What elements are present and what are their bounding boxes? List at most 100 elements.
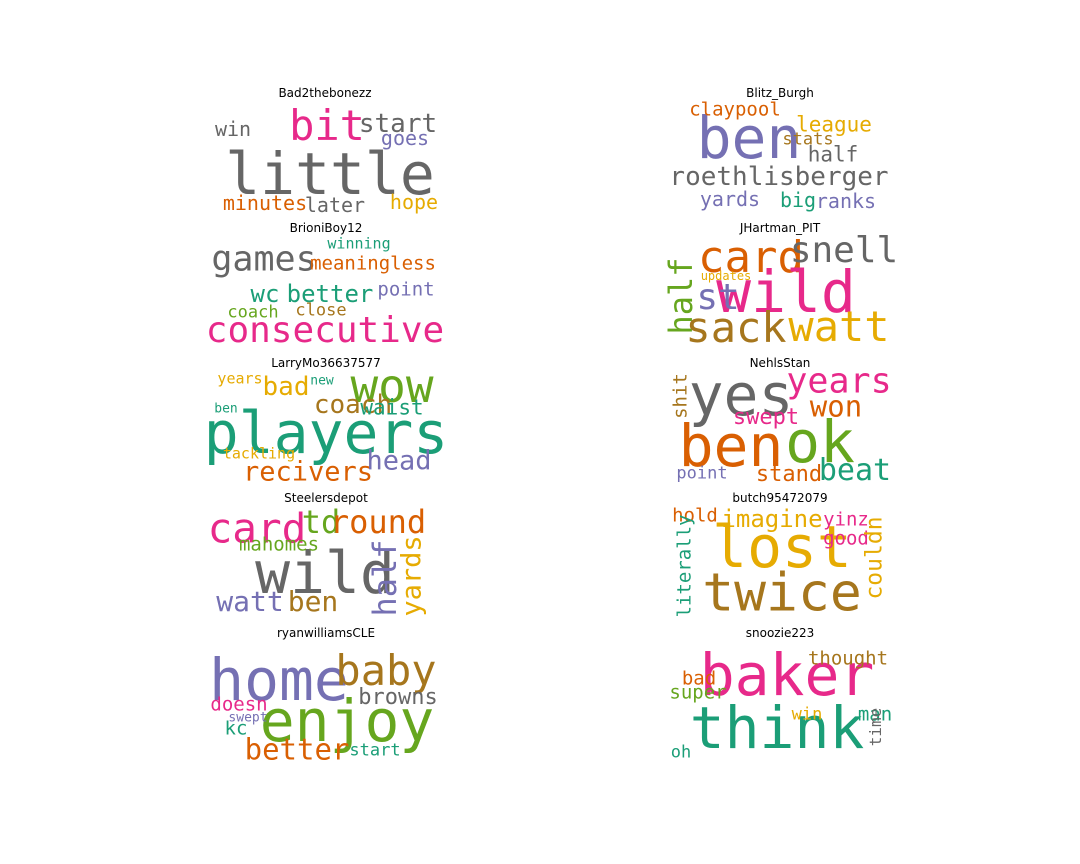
cloud-word: swept <box>732 405 800 430</box>
cloud-word: half <box>807 142 859 167</box>
cloud-word: super <box>669 681 727 704</box>
cloud-word: thought <box>807 647 889 670</box>
cloud-word: league <box>796 112 872 137</box>
cloud-word: close <box>295 300 347 321</box>
cloud-word: time <box>866 707 885 747</box>
cloud-word: winning <box>327 234 391 253</box>
cloud-word: start <box>349 740 401 761</box>
cloud-word: sack <box>685 303 787 352</box>
cloud-word: card <box>207 504 307 553</box>
cloud-word: watt <box>216 585 284 618</box>
cloud-word: baby <box>335 646 437 695</box>
cloud-word: consecutive <box>205 310 445 351</box>
cloud-word: point <box>676 463 728 484</box>
panel-title: Bad2thebonezz <box>278 86 372 100</box>
cloud-word: wild <box>255 539 395 607</box>
panel-title: ryanwilliamsCLE <box>276 626 376 640</box>
cloud-word: years <box>217 369 263 388</box>
wordcloud-panel: LarryMo36637577 players wow years bad new coac… <box>204 356 448 486</box>
cloud-word: roethlisberger <box>669 162 889 192</box>
cloud-word: td <box>301 503 341 541</box>
cloud-word: ranks <box>815 189 877 213</box>
cloud-word: games <box>211 239 317 280</box>
panel-title: NehlsStan <box>749 356 811 370</box>
cloud-word: beat <box>818 453 892 488</box>
cloud-word: oh <box>670 742 692 763</box>
cloud-word: lost <box>712 513 852 581</box>
cloud-word: claypool <box>689 98 781 121</box>
cloud-word: wc <box>250 280 280 308</box>
word-cloud: players wow years bad new coach waist ben tackli… <box>204 363 448 486</box>
cloud-word: hold <box>672 504 718 527</box>
cloud-word: stats <box>782 129 834 150</box>
wordcloud-panel: BrioniBoy12 games winning meaningless wc bett… <box>206 221 444 349</box>
word-cloud: home baby enjoy browns doesn swept kc better sta… <box>209 642 438 765</box>
wordcloud-panel: butch95472079 lost twice hold imagine yinz goo… <box>669 491 891 624</box>
cloud-word: watt <box>788 302 890 351</box>
cloud-word: st <box>696 277 740 318</box>
wordcloud-panel: JHartman_PIT card snell wild half updates st sa… <box>662 221 898 352</box>
cloud-word: better <box>244 732 350 767</box>
cloud-word: players <box>203 399 449 467</box>
cloud-word: updates <box>700 269 752 283</box>
cloud-word: wow <box>350 359 434 413</box>
cloud-word: stand <box>755 462 823 487</box>
wordcloud-panel: NehlsStan yes years shit won swept ben ok point s… <box>669 356 892 488</box>
word-cloud: yes years shit won swept ben ok point stand beat <box>669 364 892 488</box>
cloud-word: round <box>329 503 427 541</box>
cloud-word: ben <box>696 104 802 172</box>
cloud-word: think <box>689 694 865 762</box>
word-cloud: baker think thought bad super win man time oh <box>669 641 893 762</box>
cloud-word: start <box>358 109 438 139</box>
cloud-word: yes <box>688 361 794 429</box>
cloud-word: bad <box>262 372 310 402</box>
cloud-word: yards <box>396 535 428 617</box>
cloud-word: little <box>225 140 435 208</box>
cloud-word: mahomes <box>238 533 320 556</box>
cloud-word: twice <box>702 562 862 624</box>
cloud-word: later <box>304 193 366 217</box>
wordcloud-panel: snoozie223 baker think thought bad super win ma… <box>669 626 893 762</box>
cloud-word: home <box>209 646 349 714</box>
cloud-word: new <box>310 373 334 389</box>
panel-title: snoozie223 <box>745 626 815 640</box>
cloud-word: tackling <box>222 444 296 463</box>
cloud-word: meaningless <box>310 252 436 275</box>
panel-title: Steelersdepot <box>284 491 368 505</box>
cloud-word: literally <box>673 514 696 618</box>
cloud-word: won <box>809 389 863 424</box>
cloud-word: coach <box>227 302 279 323</box>
word-cloud: wild card td round mahomes half yards watt ben <box>208 503 437 619</box>
cloud-word: hope <box>389 190 439 214</box>
cloud-word: big <box>779 188 817 212</box>
cloud-word: yinz <box>823 508 869 531</box>
cloud-word: man <box>857 703 893 726</box>
cloud-word: card <box>698 232 804 283</box>
cloud-word: wild <box>716 258 856 326</box>
cloud-word: ben <box>678 412 784 480</box>
wordcloud-panel: Bad2thebonezz little bit start win goes minute… <box>215 86 439 217</box>
wordcloud-panel: Steelersdepot wild card td round mahomes half y… <box>208 491 437 619</box>
cloud-word: doesn <box>210 693 268 716</box>
wordcloud-panel: ryanwilliamsCLE home baby enjoy browns doesn s… <box>209 626 438 765</box>
cloud-word: swept <box>228 710 268 726</box>
cloud-word: bad <box>681 667 717 690</box>
cloud-word: baker <box>699 641 875 709</box>
cloud-word: kc <box>224 717 248 740</box>
cloud-word: head <box>366 445 432 477</box>
panel-title: butch95472079 <box>732 491 828 505</box>
cloud-word: enjoy <box>259 687 435 755</box>
panel-title: LarryMo36637577 <box>271 356 381 370</box>
word-cloud: little bit start win goes minutes later hope <box>215 102 439 217</box>
cloud-word: ben <box>287 585 339 618</box>
cloud-word: snell <box>789 230 899 271</box>
cloud-word: win <box>791 704 823 725</box>
cloud-word: ok <box>785 408 855 476</box>
cloud-word: coach <box>313 390 393 420</box>
panel-title: BrioniBoy12 <box>289 221 363 235</box>
word-cloud: card snell wild half updates st sack watt <box>662 232 898 352</box>
cloud-word: minutes <box>222 191 308 215</box>
cloud-word: yards <box>699 187 761 211</box>
wordcloud-panel: Blitz_Burgh ben roethlisberger claypool leag… <box>669 86 891 214</box>
